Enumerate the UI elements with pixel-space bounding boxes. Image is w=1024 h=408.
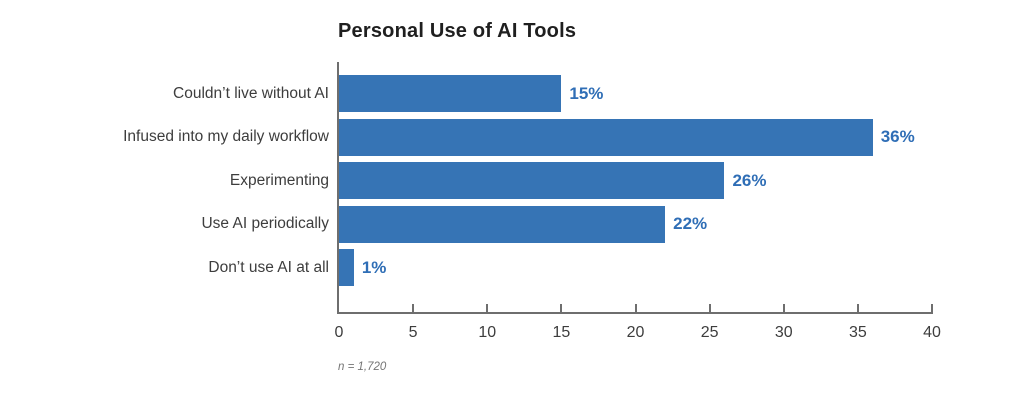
x-axis-tick-label: 25 xyxy=(700,324,719,341)
category-label: Use AI periodically xyxy=(201,215,329,232)
bar xyxy=(339,249,354,286)
bar xyxy=(339,205,666,243)
sample-size-footnote: n = 1,720 xyxy=(338,361,387,373)
x-axis-tick-label: 5 xyxy=(408,324,418,341)
value-label: 1% xyxy=(361,257,387,277)
bar-row: Use AI periodically 22% xyxy=(0,205,932,243)
category-label: Experimenting xyxy=(229,171,329,189)
x-axis-tick xyxy=(856,304,859,312)
x-axis-tick xyxy=(560,304,563,312)
x-axis-tick xyxy=(931,304,933,312)
value-label: 26% xyxy=(732,170,767,190)
category-label: Infused into my daily workflow xyxy=(123,128,329,145)
x-axis-tick xyxy=(708,304,711,312)
x-axis-tick-label: 30 xyxy=(774,324,793,341)
value-label: 22% xyxy=(673,214,708,233)
bar xyxy=(339,162,725,199)
bar-track: 15% xyxy=(339,75,932,112)
category-label: Couldn’t live without AI xyxy=(173,84,329,102)
category-label: Don’t use AI at all xyxy=(208,258,329,276)
bar-track: 36% xyxy=(339,118,932,156)
bar xyxy=(339,118,873,156)
bar-row: Infused into my daily workflow 36% xyxy=(0,118,932,156)
x-axis-tick xyxy=(782,304,785,312)
value-label: 36% xyxy=(880,127,915,146)
y-axis-line xyxy=(337,62,339,314)
x-axis-tick xyxy=(486,304,489,312)
chart-title: Personal Use of AI Tools xyxy=(338,20,577,42)
x-axis-tick-label: 40 xyxy=(923,324,941,341)
x-axis-tick xyxy=(634,304,637,312)
bar-rows: Couldn’t live without AI 15% Infused into … xyxy=(0,75,932,293)
value-label: 15% xyxy=(569,83,604,103)
bar-track: 1% xyxy=(339,249,932,286)
bar-row: Couldn’t live without AI 15% xyxy=(0,75,932,112)
bar-row: Experimenting 26% xyxy=(0,162,932,199)
x-axis-tick-label: 15 xyxy=(552,324,571,341)
x-axis-tick xyxy=(412,304,415,312)
x-axis-line xyxy=(337,312,933,314)
x-axis-tick-label: 35 xyxy=(848,324,867,341)
bar xyxy=(339,75,562,112)
x-axis-tick-label: 20 xyxy=(626,324,645,341)
bar-track: 26% xyxy=(339,162,932,199)
bar-track: 22% xyxy=(339,205,932,243)
x-axis-tick-label: 0 xyxy=(334,324,344,341)
x-axis-tick-label: 10 xyxy=(478,324,497,341)
bar-row: Don’t use AI at all 1% xyxy=(0,249,932,286)
